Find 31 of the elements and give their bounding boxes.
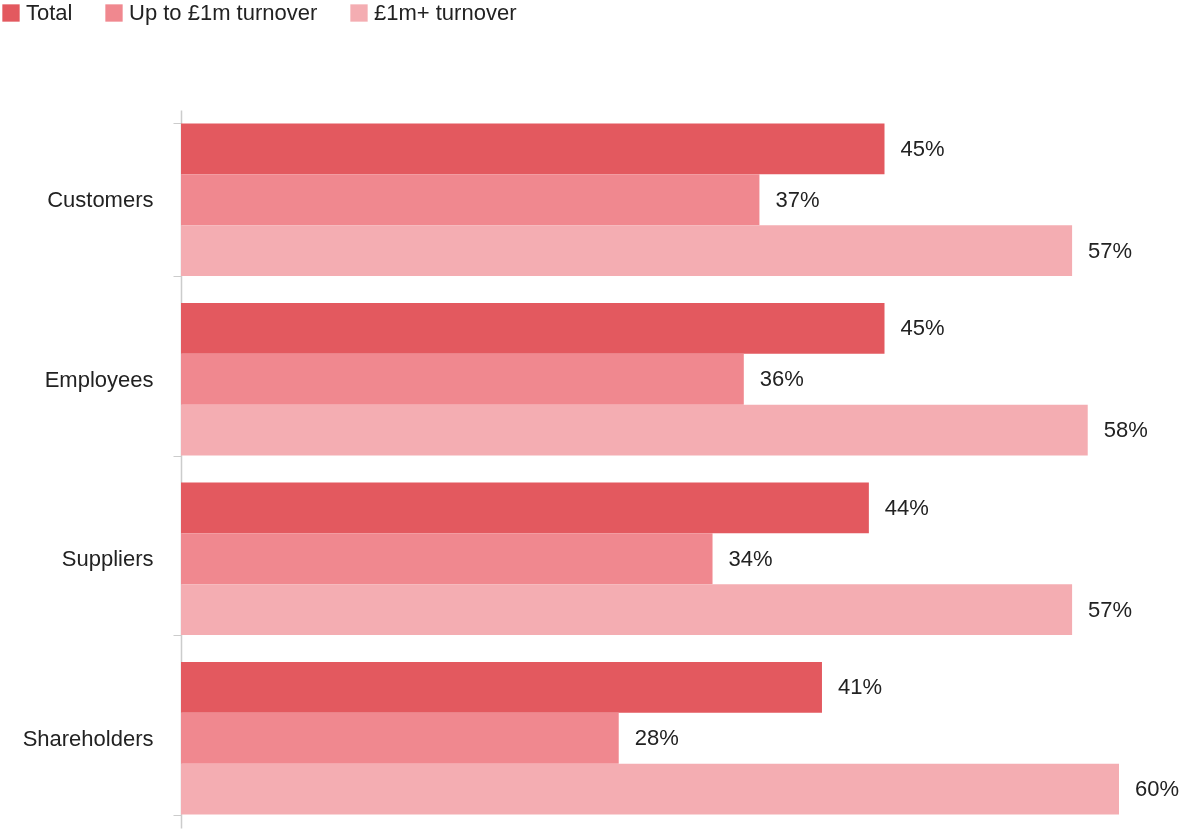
y-tick-label: Shareholders — [22, 725, 154, 751]
legend-label: £1m+ turnover — [374, 0, 517, 25]
bar — [181, 225, 1073, 277]
legend-label: Up to £1m turnover — [129, 0, 318, 25]
bar — [181, 533, 713, 585]
y-tick-label: Customers — [47, 187, 154, 213]
y-tick-label: Suppliers — [61, 546, 154, 572]
data-label: 58% — [1103, 417, 1148, 443]
bar — [181, 404, 1088, 456]
data-label: 57% — [1088, 596, 1133, 622]
bar — [181, 174, 760, 226]
bar — [181, 763, 1119, 815]
bar — [181, 123, 885, 175]
bar — [181, 353, 744, 405]
bar — [181, 661, 822, 713]
data-label: 41% — [837, 674, 883, 700]
data-label: 36% — [759, 366, 804, 392]
bar — [181, 482, 869, 534]
data-label: 60% — [1135, 776, 1180, 802]
data-label: 34% — [728, 545, 773, 571]
data-label: 45% — [900, 315, 945, 341]
data-label: 37% — [775, 186, 820, 212]
bar — [181, 584, 1073, 636]
data-label: 28% — [634, 725, 679, 751]
bar — [181, 302, 885, 354]
bar — [181, 712, 619, 764]
legend-label: Total — [26, 0, 73, 25]
data-label: 57% — [1088, 237, 1133, 263]
y-tick-label: Employees — [44, 366, 154, 392]
data-label: 44% — [884, 494, 929, 520]
data-label: 45% — [900, 135, 945, 161]
